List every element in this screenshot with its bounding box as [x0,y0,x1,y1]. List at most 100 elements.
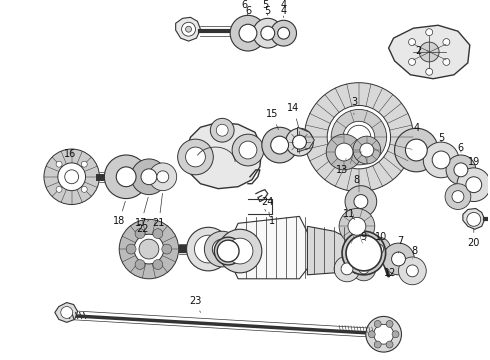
Polygon shape [184,122,262,189]
Polygon shape [463,208,485,229]
Polygon shape [297,127,314,152]
Text: 5: 5 [438,133,444,143]
Circle shape [56,161,62,167]
Circle shape [392,331,399,338]
Circle shape [348,217,366,235]
Circle shape [157,171,169,183]
Circle shape [346,235,382,271]
Circle shape [383,243,415,275]
Circle shape [153,229,163,239]
Circle shape [212,239,232,259]
Circle shape [341,263,353,275]
Text: 2: 2 [415,46,428,56]
Circle shape [339,208,375,244]
Circle shape [386,320,393,328]
Circle shape [467,212,481,226]
Circle shape [452,191,464,203]
Circle shape [374,244,384,254]
Circle shape [182,22,196,36]
Text: 6: 6 [458,143,464,153]
Circle shape [398,257,426,285]
Text: 3: 3 [351,98,357,114]
Circle shape [345,186,377,217]
Circle shape [210,118,234,142]
Circle shape [153,260,163,270]
Circle shape [443,39,450,46]
Circle shape [454,163,468,177]
Circle shape [361,243,373,255]
Text: 24: 24 [262,197,274,217]
Circle shape [426,68,433,75]
Circle shape [186,26,192,32]
Circle shape [131,159,167,195]
Circle shape [354,195,368,208]
Circle shape [331,109,387,165]
Circle shape [187,227,230,271]
Text: 4: 4 [281,0,287,18]
Text: 17: 17 [135,197,148,228]
Circle shape [149,163,177,191]
Circle shape [139,239,159,259]
Circle shape [374,324,393,344]
Text: 6: 6 [245,6,251,17]
Circle shape [352,257,376,281]
Circle shape [334,256,360,282]
Circle shape [366,316,401,352]
Polygon shape [389,25,470,79]
Text: 6: 6 [241,0,248,15]
Circle shape [162,244,172,254]
Text: 4: 4 [413,123,419,133]
Text: 15: 15 [266,109,278,130]
Circle shape [326,134,362,170]
Circle shape [239,141,257,159]
Circle shape [405,139,427,161]
Circle shape [58,163,86,191]
Circle shape [342,231,386,275]
Circle shape [186,147,205,167]
Circle shape [446,155,476,185]
Text: 21: 21 [153,193,165,228]
Circle shape [423,142,459,178]
Text: 16: 16 [64,149,76,159]
Circle shape [347,125,371,149]
Circle shape [426,29,433,36]
Text: 1: 1 [265,210,275,226]
Circle shape [178,139,213,175]
Circle shape [353,235,381,263]
Circle shape [119,219,179,279]
Circle shape [116,167,136,187]
Text: 4: 4 [281,6,287,17]
Circle shape [419,42,439,62]
Circle shape [239,24,257,42]
Circle shape [394,128,438,172]
Polygon shape [55,302,77,322]
Circle shape [135,260,145,270]
Circle shape [353,136,381,164]
Circle shape [134,234,164,264]
Circle shape [386,341,393,348]
Circle shape [262,127,297,163]
Text: 18: 18 [113,201,125,226]
Circle shape [374,341,381,348]
Circle shape [195,235,222,263]
Circle shape [216,124,228,136]
Circle shape [261,26,275,40]
Polygon shape [232,216,309,279]
Circle shape [304,83,414,192]
Circle shape [135,229,145,239]
Circle shape [141,169,157,185]
Circle shape [406,265,418,277]
Text: 11: 11 [343,210,355,220]
Circle shape [343,121,375,153]
Circle shape [443,58,450,66]
Text: 8: 8 [411,246,417,259]
Circle shape [359,264,369,274]
Circle shape [271,20,296,46]
Circle shape [227,238,253,264]
Circle shape [293,135,306,149]
Circle shape [409,58,416,66]
Circle shape [214,237,242,265]
Circle shape [278,27,290,39]
Circle shape [335,143,353,161]
Circle shape [204,231,240,267]
